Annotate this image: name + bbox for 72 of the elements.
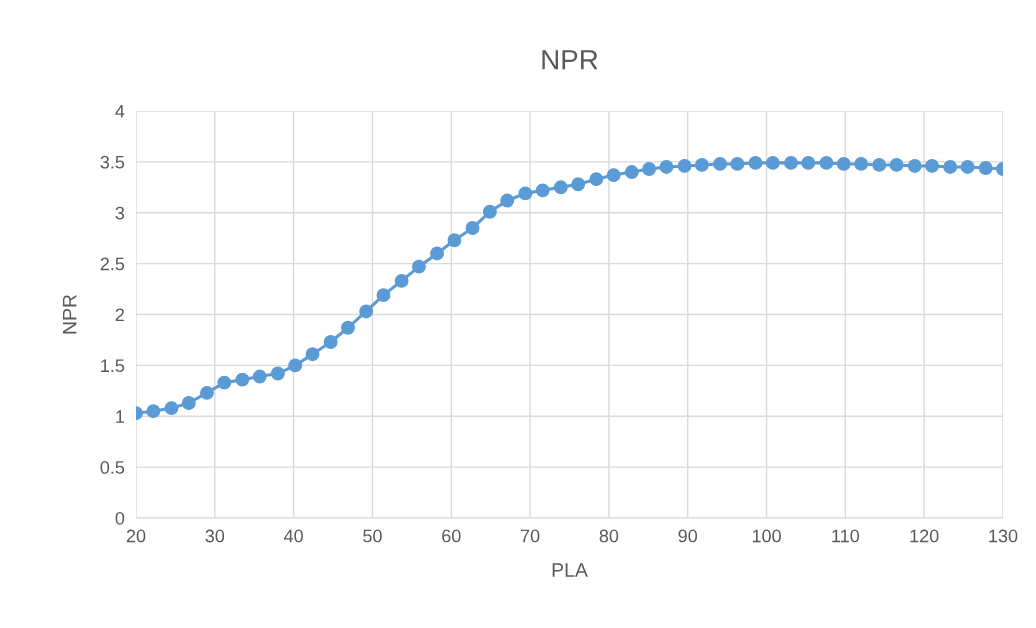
point xyxy=(854,156,869,171)
y-tick-label: 3.5 xyxy=(100,155,125,169)
point xyxy=(252,369,267,384)
point xyxy=(677,158,692,173)
point xyxy=(500,193,515,208)
point xyxy=(288,358,303,373)
y-tick-label: 3 xyxy=(115,206,125,220)
point xyxy=(784,155,798,170)
point xyxy=(730,156,745,171)
chart-title: NPR xyxy=(542,50,598,70)
point xyxy=(872,157,887,172)
point xyxy=(341,320,355,335)
point xyxy=(624,165,639,179)
point xyxy=(801,155,816,170)
y-tick-label: 0.5 xyxy=(100,461,125,474)
point xyxy=(482,204,497,219)
point xyxy=(199,385,214,400)
x-tick-label: 30 xyxy=(205,529,225,543)
point xyxy=(925,158,940,173)
point xyxy=(571,177,586,192)
point xyxy=(518,186,533,201)
x-tick-label: 120 xyxy=(910,529,939,543)
point xyxy=(235,372,250,387)
x-tick-label: 60 xyxy=(442,529,461,543)
point xyxy=(535,183,550,198)
x-tick-label: 90 xyxy=(678,529,698,543)
point xyxy=(943,160,958,174)
y-tick-label: 1.5 xyxy=(101,359,125,373)
point xyxy=(412,259,426,274)
point xyxy=(694,157,709,172)
point xyxy=(430,246,445,261)
point xyxy=(447,233,462,248)
point xyxy=(270,366,285,381)
point xyxy=(181,396,196,410)
point xyxy=(748,155,763,170)
point xyxy=(359,304,374,319)
y-axis-title: NPR xyxy=(62,294,77,334)
point xyxy=(713,156,727,171)
x-tick-label: 20 xyxy=(126,529,146,543)
point xyxy=(960,160,975,174)
point xyxy=(217,375,232,390)
point xyxy=(376,288,391,303)
point xyxy=(819,155,834,170)
point xyxy=(589,172,604,187)
x-axis-title: PLA xyxy=(552,563,588,577)
x-tick-label: 110 xyxy=(832,529,860,543)
point xyxy=(642,162,657,176)
point xyxy=(606,168,621,183)
point xyxy=(907,158,922,173)
point xyxy=(765,155,780,170)
x-tick-label: 130 xyxy=(989,529,1018,543)
y-tick-label: 2 xyxy=(115,308,124,322)
x-tick-label: 100 xyxy=(752,529,781,543)
point xyxy=(465,221,480,235)
x-tick-label: 70 xyxy=(520,529,540,543)
point xyxy=(164,401,179,416)
point xyxy=(836,156,851,171)
x-tick-label: 50 xyxy=(363,529,382,543)
x-tick-label: 80 xyxy=(599,529,619,543)
point xyxy=(146,404,161,419)
point xyxy=(323,335,338,349)
point xyxy=(553,180,568,195)
y-tick-label: 4 xyxy=(115,105,125,118)
y-tick-label: 0 xyxy=(115,511,125,525)
y-tick-label: 1 xyxy=(116,410,125,423)
point xyxy=(659,160,674,174)
point xyxy=(978,161,993,175)
x-tick-label: 40 xyxy=(284,529,303,543)
point xyxy=(305,347,320,362)
y-tick-label: 2.5 xyxy=(100,257,125,271)
point xyxy=(889,157,904,172)
point xyxy=(394,273,409,288)
